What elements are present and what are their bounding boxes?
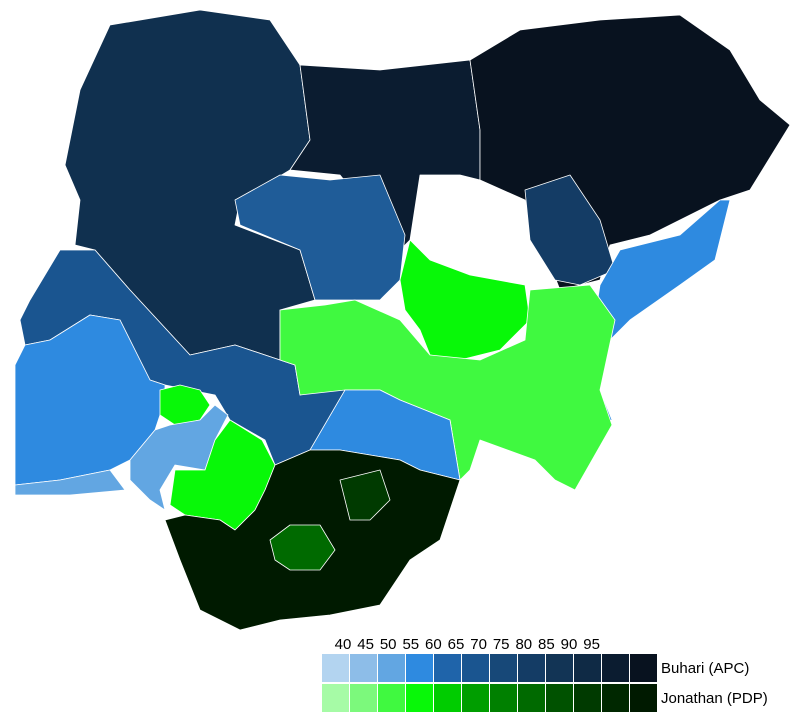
legend-tick-label: 65 <box>448 636 465 653</box>
legend-swatch <box>518 654 545 682</box>
legend-tick-label: 45 <box>357 636 374 653</box>
state <box>524 174 616 286</box>
legend-swatch <box>406 684 433 712</box>
legend-tick-label: 90 <box>561 636 578 653</box>
legend-swatch <box>602 654 629 682</box>
legend-label: Jonathan (PDP) <box>661 690 768 707</box>
legend-tick-label: 85 <box>538 636 555 653</box>
state <box>234 174 406 301</box>
state <box>579 199 731 426</box>
legend-swatch <box>350 654 377 682</box>
legend-swatch <box>546 654 573 682</box>
legend-swatch <box>630 654 657 682</box>
legend-swatch <box>434 654 461 682</box>
state <box>159 384 211 426</box>
legend-swatch <box>434 684 461 712</box>
legend-swatch <box>518 684 545 712</box>
states <box>14 9 791 631</box>
legend-label: Buhari (APC) <box>661 660 749 677</box>
legend-swatch <box>462 684 489 712</box>
legend-tick-label: 75 <box>493 636 510 653</box>
state <box>269 524 336 571</box>
legend-tick-label: 95 <box>583 636 600 653</box>
legend-swatch <box>630 684 657 712</box>
legend-swatch <box>322 654 349 682</box>
legend-swatch <box>378 654 405 682</box>
state <box>14 469 126 496</box>
legend-tick-label: 55 <box>402 636 419 653</box>
legend-swatch <box>574 684 601 712</box>
legend-swatch <box>406 654 433 682</box>
legend-tick-label: 60 <box>425 636 442 653</box>
legend-swatch <box>462 654 489 682</box>
legend: 40 45 50 55 60 65 70 75 80 85 90 95 Buhari (APC) Jona… <box>322 636 768 712</box>
legend-tick-label: 40 <box>335 636 352 653</box>
legend-swatch <box>490 654 517 682</box>
legend-swatch <box>574 654 601 682</box>
legend-swatch <box>378 684 405 712</box>
state <box>399 239 531 361</box>
legend-swatch <box>546 684 573 712</box>
legend-tick-label: 50 <box>380 636 397 653</box>
legend-swatch <box>602 684 629 712</box>
legend-tick-label: 80 <box>515 636 532 653</box>
state <box>339 469 391 521</box>
legend-tick-label: 70 <box>470 636 487 653</box>
legend-swatch <box>350 684 377 712</box>
legend-swatch <box>490 684 517 712</box>
legend-swatch <box>322 684 349 712</box>
